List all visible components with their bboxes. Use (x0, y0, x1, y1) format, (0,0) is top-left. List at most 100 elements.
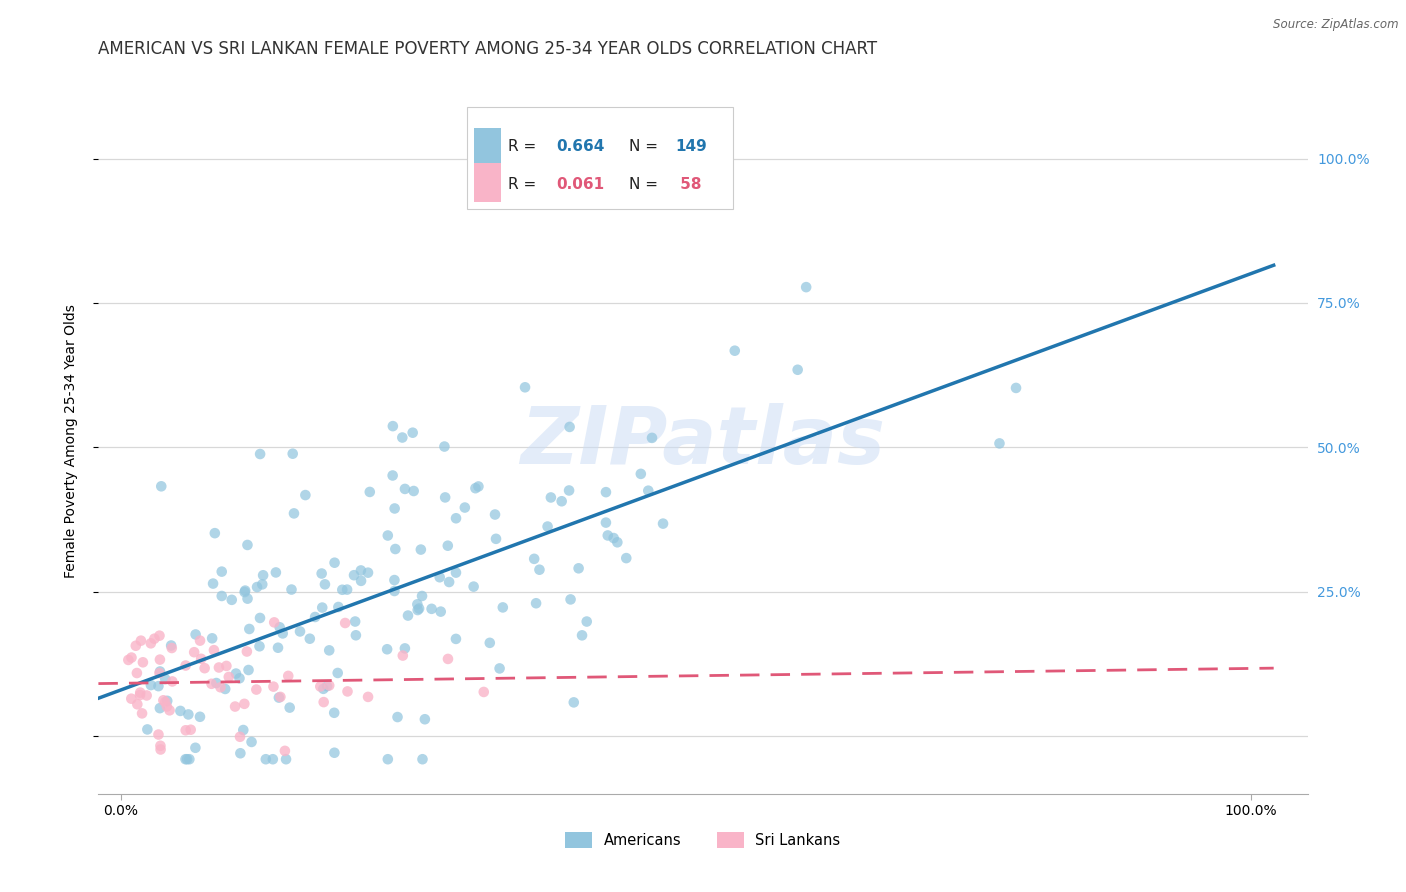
Text: N =: N = (630, 177, 664, 192)
Point (444, 566, 467, 580)
Point (437, 652, 460, 666)
Point (312, 695, 335, 709)
Point (271, 626, 294, 640)
Point (238, 663, 260, 677)
Point (190, 652, 212, 666)
Point (254, 752, 277, 766)
Point (484, 508, 506, 522)
Point (309, 680, 332, 694)
Text: 58: 58 (675, 177, 702, 192)
Point (375, 642, 398, 657)
Point (240, 735, 263, 749)
Point (201, 632, 224, 646)
Point (267, 690, 290, 705)
Point (135, 689, 157, 703)
Point (323, 706, 346, 720)
Point (575, 615, 598, 629)
Point (409, 542, 432, 557)
Y-axis label: Female Poverty Among 25-34 Year Olds: Female Poverty Among 25-34 Year Olds (63, 304, 77, 579)
Point (560, 592, 582, 607)
Point (262, 752, 284, 766)
Point (236, 538, 259, 552)
Point (343, 568, 366, 582)
Point (208, 660, 231, 674)
Point (169, 704, 191, 718)
Bar (474, 128, 501, 167)
Point (117, 653, 139, 667)
Point (159, 703, 181, 717)
Point (148, 629, 170, 643)
Point (562, 695, 585, 709)
Text: N =: N = (630, 139, 664, 154)
Point (278, 700, 301, 714)
Point (129, 633, 152, 648)
Point (336, 684, 359, 698)
Point (174, 658, 197, 673)
Point (396, 608, 419, 623)
Point (143, 632, 166, 646)
Point (344, 628, 367, 642)
Text: R =: R = (509, 139, 541, 154)
Point (188, 633, 211, 648)
Point (229, 746, 252, 760)
Point (411, 752, 433, 766)
Point (121, 650, 143, 665)
Point (149, 742, 172, 756)
Point (264, 566, 287, 580)
Point (200, 677, 222, 691)
Point (229, 730, 252, 744)
Point (444, 632, 467, 646)
Point (513, 380, 536, 394)
Point (724, 343, 747, 358)
Point (606, 535, 628, 549)
Point (540, 491, 562, 505)
Point (394, 641, 416, 656)
Point (202, 576, 225, 591)
Point (314, 577, 336, 591)
Point (336, 582, 359, 597)
Point (129, 688, 152, 702)
Point (162, 674, 184, 689)
Text: 0.061: 0.061 (557, 177, 605, 192)
Point (180, 723, 202, 737)
Point (233, 585, 256, 599)
Point (595, 485, 617, 500)
Point (786, 363, 808, 377)
Legend: Americans, Sri Lankans: Americans, Sri Lankans (560, 826, 846, 854)
Point (132, 655, 155, 669)
Point (454, 500, 477, 515)
Point (214, 681, 236, 696)
Point (311, 566, 333, 581)
Point (127, 698, 149, 712)
Point (558, 483, 581, 498)
Point (350, 574, 373, 588)
Point (160, 640, 183, 655)
Point (194, 661, 217, 675)
Point (202, 643, 225, 657)
Point (218, 670, 240, 684)
Point (215, 659, 238, 673)
Point (179, 752, 201, 766)
Point (177, 707, 200, 722)
Point (568, 561, 591, 575)
Point (637, 483, 659, 498)
FancyBboxPatch shape (467, 107, 734, 209)
Text: 149: 149 (675, 139, 707, 154)
Point (150, 479, 173, 493)
Point (394, 482, 416, 496)
Point (359, 484, 381, 499)
Text: 0.664: 0.664 (557, 139, 605, 154)
Point (602, 531, 624, 545)
Point (156, 699, 179, 714)
Text: ZIPatlas: ZIPatlas (520, 402, 886, 481)
Point (236, 591, 259, 606)
Point (536, 519, 558, 533)
Point (149, 652, 172, 666)
Point (204, 526, 226, 541)
Point (318, 643, 340, 657)
Point (333, 615, 356, 630)
Point (245, 682, 267, 697)
Point (326, 665, 349, 680)
Point (420, 602, 443, 616)
Point (148, 679, 170, 693)
